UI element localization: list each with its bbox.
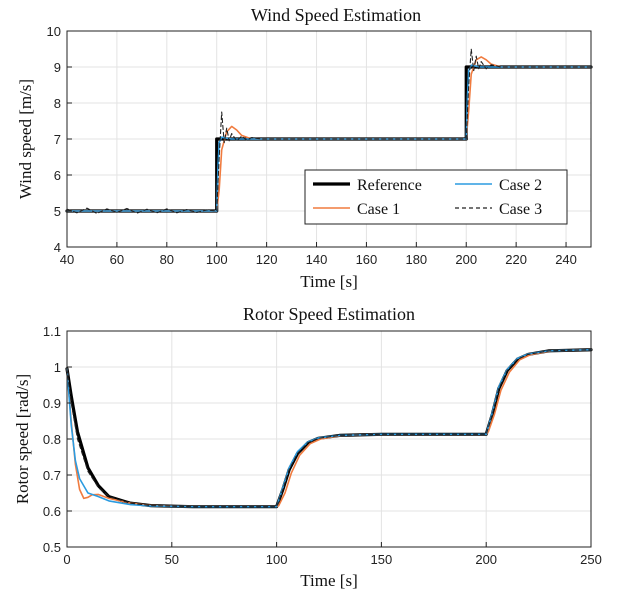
series-line-reference xyxy=(65,348,593,509)
series-line-case-3 xyxy=(66,48,592,215)
x-tick-label: 200 xyxy=(455,252,477,267)
x-tick-label: 150 xyxy=(371,552,393,567)
x-tick-label: 60 xyxy=(110,252,124,267)
x-tick-label: 240 xyxy=(555,252,577,267)
x-tick-label: 220 xyxy=(505,252,527,267)
x-tick-label: 0 xyxy=(63,552,70,567)
y-axis-label: Rotor speed [rad/s] xyxy=(13,374,32,504)
wind-speed-chart: Wind Speed Estimation 40 60 80 100 120 140 160… xyxy=(16,5,593,291)
y-tick-label: 8 xyxy=(54,96,61,111)
y-tick-label: 7 xyxy=(54,132,61,147)
x-tick-label: 250 xyxy=(580,552,602,567)
x-tick-label: 160 xyxy=(356,252,378,267)
legend-label-case-2: Case 2 xyxy=(499,177,542,194)
y-tick-label: 9 xyxy=(54,60,61,75)
x-tick-label: 40 xyxy=(60,252,74,267)
series-line-case-1 xyxy=(66,348,592,508)
rotor-speed-chart: Rotor Speed Estimation 0 50 100 150 200 250 0… xyxy=(13,304,602,590)
y-tick-label: 6 xyxy=(54,168,61,183)
y-axis-label: Wind speed [m/s] xyxy=(16,79,35,199)
y-tick-label: 4 xyxy=(54,240,61,255)
y-tick-label: 0.5 xyxy=(43,540,61,555)
series-group xyxy=(65,348,593,509)
x-axis-label: Time [s] xyxy=(300,272,357,291)
x-tick-label: 140 xyxy=(306,252,328,267)
y-tick-label: 0.9 xyxy=(43,396,61,411)
y-tick-label: 1.1 xyxy=(43,324,61,339)
x-tick-labels: 40 60 80 100 120 140 160 180 200 220 240 xyxy=(60,242,577,267)
x-tick-labels: 0 50 100 150 200 250 xyxy=(63,542,602,567)
series-line-case-3 xyxy=(66,349,592,508)
series-group xyxy=(65,48,593,215)
x-tick-label: 120 xyxy=(256,252,278,267)
legend-label-case-3: Case 3 xyxy=(499,201,542,218)
legend-box xyxy=(304,169,568,225)
y-tick-label: 5 xyxy=(54,204,61,219)
legend-label-case-1: Case 1 xyxy=(357,201,400,218)
y-tick-labels: 0.5 0.6 0.7 0.8 0.9 1 1.1 xyxy=(43,324,72,555)
x-tick-label: 200 xyxy=(475,552,497,567)
x-tick-label: 100 xyxy=(206,252,228,267)
chart-title: Rotor Speed Estimation xyxy=(243,304,415,324)
series-line-case-2 xyxy=(66,348,592,508)
chart-title: Wind Speed Estimation xyxy=(251,5,421,25)
y-tick-label: 0.8 xyxy=(43,432,61,447)
x-tick-label: 50 xyxy=(165,552,179,567)
y-tick-label: 1 xyxy=(54,360,61,375)
y-tick-labels: 4 5 6 7 8 9 10 xyxy=(47,24,72,255)
y-tick-label: 10 xyxy=(47,24,61,39)
x-tick-label: 100 xyxy=(266,552,288,567)
legend-label-reference: Reference xyxy=(357,177,422,194)
y-tick-label: 0.6 xyxy=(43,504,61,519)
x-axis-label: Time [s] xyxy=(300,571,357,590)
legend: Reference Case 2 Case 1 Case 3 xyxy=(304,169,568,225)
y-tick-label: 0.7 xyxy=(43,468,61,483)
x-tick-label: 180 xyxy=(405,252,427,267)
x-tick-label: 80 xyxy=(160,252,174,267)
